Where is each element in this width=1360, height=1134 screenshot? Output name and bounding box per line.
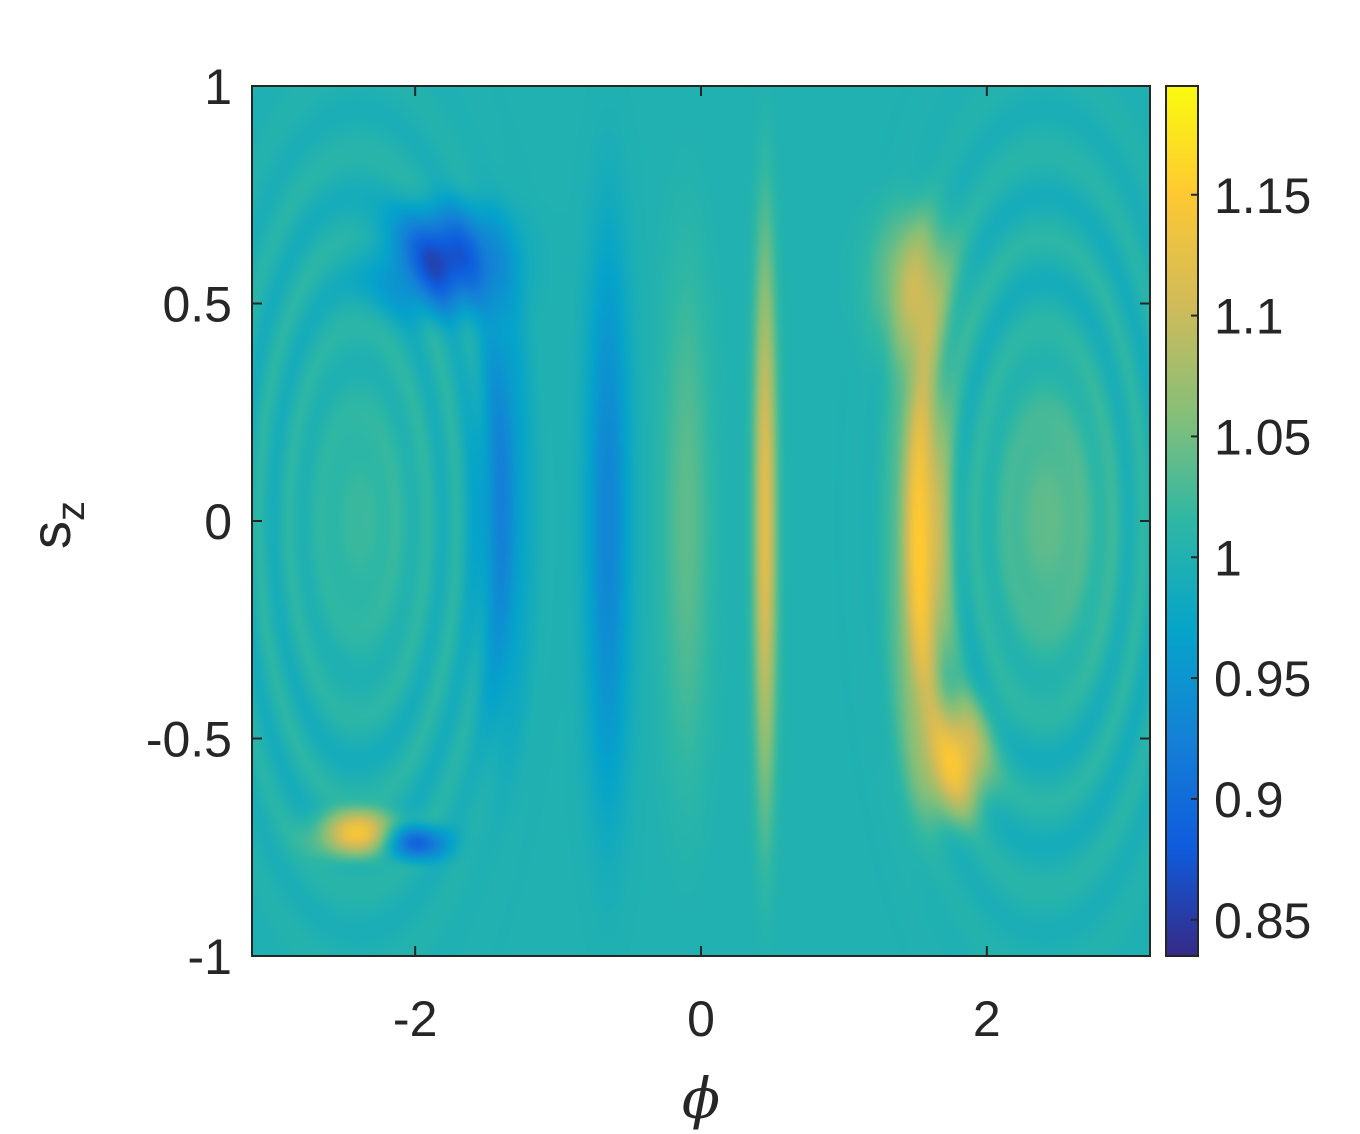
colorbar-ticks: 0.85 0.9 0.95 1 1.05 1.1 1.15 xyxy=(1191,168,1311,949)
y-axis-label: sz xyxy=(19,501,93,549)
colorbar xyxy=(1166,86,1198,956)
colorbar-tick-label: 1 xyxy=(1214,530,1242,586)
y-axis: -1 -0.5 0 0.5 1 xyxy=(146,59,1150,985)
svg-text:sz: sz xyxy=(19,501,93,549)
y-tick-label: 0 xyxy=(204,494,232,550)
colorbar-frame xyxy=(1165,85,1199,957)
y-tick-label: 0.5 xyxy=(162,277,232,333)
y-axis-label-subscript: z xyxy=(49,501,93,521)
colorbar-tick-label: 0.9 xyxy=(1214,772,1284,828)
y-tick-label: -0.5 xyxy=(146,712,232,768)
x-axis: -2 0 2 xyxy=(393,86,1001,1047)
y-tick-label: -1 xyxy=(188,929,232,985)
colorbar-tick-label: 1.1 xyxy=(1214,289,1284,345)
x-tick-label: 0 xyxy=(687,991,715,1047)
colorbar-tick-label: 1.05 xyxy=(1214,409,1311,465)
colorbar-tick-label: 1.15 xyxy=(1214,168,1311,224)
y-tick-label: 1 xyxy=(204,59,232,115)
colorbar-tick-label: 0.95 xyxy=(1214,651,1311,707)
colorbar-tick-label: 0.85 xyxy=(1214,893,1311,949)
y-axis-label-main: s xyxy=(19,521,82,549)
x-axis-label: ϕ xyxy=(682,1067,720,1132)
x-tick-label: -2 xyxy=(393,991,437,1047)
x-tick-label: 2 xyxy=(973,991,1001,1047)
heatmap-area xyxy=(252,86,1150,956)
